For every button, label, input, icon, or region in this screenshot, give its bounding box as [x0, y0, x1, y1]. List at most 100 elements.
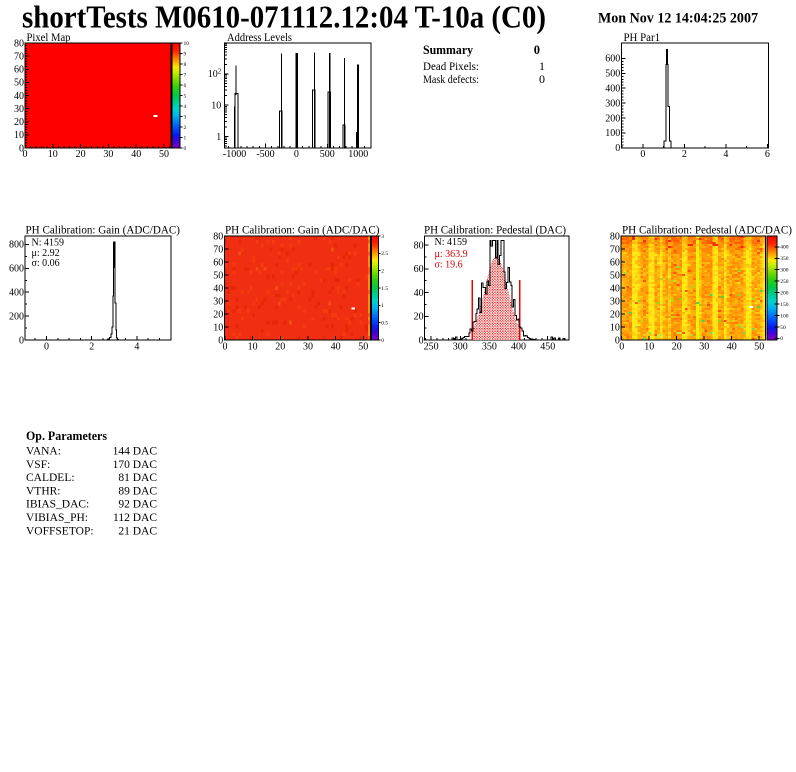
svg-text:1.5: 1.5	[381, 286, 388, 292]
svg-text:N: 4159: N: 4159	[435, 237, 468, 248]
svg-text:200: 200	[780, 290, 789, 296]
svg-text:40: 40	[414, 288, 424, 299]
svg-text:Dead Pixels:: Dead Pixels:	[423, 59, 479, 73]
svg-text:5: 5	[184, 93, 187, 99]
svg-text:30: 30	[14, 104, 24, 115]
svg-text:VTHR:: VTHR:	[26, 485, 61, 497]
svg-text:50: 50	[754, 342, 764, 353]
svg-text:80: 80	[610, 231, 620, 242]
svg-text:112 DAC: 112 DAC	[113, 512, 157, 524]
svg-text:2: 2	[89, 342, 94, 353]
svg-text:250: 250	[780, 279, 789, 285]
svg-text:500: 500	[320, 149, 335, 160]
svg-text:1: 1	[216, 132, 221, 143]
svg-text:200: 200	[605, 113, 620, 124]
svg-text:10: 10	[184, 41, 190, 47]
svg-text:Mask defects:: Mask defects:	[423, 72, 479, 86]
svg-text:VOFFSETOP:: VOFFSETOP:	[26, 525, 94, 537]
svg-text:PH Calibration: Gain (ADC/DAC): PH Calibration: Gain (ADC/DAC)	[225, 225, 380, 237]
svg-text:10: 10	[213, 322, 223, 333]
svg-text:μ: 363.9: μ: 363.9	[435, 249, 468, 260]
svg-text:30: 30	[699, 342, 709, 353]
svg-text:0.5: 0.5	[381, 320, 388, 326]
svg-text:250: 250	[424, 342, 439, 353]
svg-text:PH Par1: PH Par1	[624, 32, 661, 44]
svg-text:0: 0	[640, 149, 645, 160]
svg-text:0: 0	[780, 336, 783, 342]
svg-text:10: 10	[211, 101, 221, 112]
svg-text:1000: 1000	[348, 149, 368, 160]
svg-text:40: 40	[14, 91, 24, 102]
svg-text:40: 40	[727, 342, 737, 353]
svg-text:IBIAS_DAC:: IBIAS_DAC:	[26, 499, 89, 511]
svg-text:0: 0	[615, 335, 620, 346]
svg-text:3: 3	[381, 234, 384, 240]
svg-text:50: 50	[14, 78, 24, 89]
svg-text:10: 10	[48, 149, 58, 160]
svg-text:800: 800	[9, 240, 24, 251]
svg-text:80: 80	[414, 240, 424, 251]
svg-text:shortTests M0610-071112.12:04: shortTests M0610-071112.12:04 T-10a (C0)	[22, 0, 546, 35]
svg-text:10: 10	[14, 130, 24, 141]
svg-text:200: 200	[9, 311, 24, 322]
svg-text:0: 0	[218, 335, 223, 346]
svg-text:100: 100	[605, 128, 620, 139]
svg-text:7: 7	[184, 72, 187, 78]
svg-text:VIBIAS_PH:: VIBIAS_PH:	[26, 512, 88, 524]
svg-text:0: 0	[223, 342, 228, 353]
svg-text:Op. Parameters: Op. Parameters	[26, 429, 107, 443]
svg-text:4: 4	[723, 149, 728, 160]
svg-text:70: 70	[14, 51, 24, 62]
svg-text:300: 300	[780, 268, 789, 274]
svg-text:50: 50	[159, 149, 169, 160]
svg-text:40: 40	[213, 283, 223, 294]
svg-text:0: 0	[294, 149, 299, 160]
svg-text:PH Calibration: Pedestal (ADC/: PH Calibration: Pedestal (ADC/DAC)	[622, 225, 792, 237]
svg-text:30: 30	[303, 342, 313, 353]
svg-text:80: 80	[213, 231, 223, 242]
svg-text:2: 2	[184, 125, 187, 131]
svg-text:21 DAC: 21 DAC	[118, 525, 157, 537]
svg-text:10: 10	[610, 322, 620, 333]
svg-text:3: 3	[184, 114, 187, 120]
svg-text:PH Calibration: Gain (ADC/DAC): PH Calibration: Gain (ADC/DAC)	[26, 225, 181, 237]
svg-text:170 DAC: 170 DAC	[113, 459, 158, 471]
svg-text:-1000: -1000	[223, 149, 246, 160]
svg-text:350: 350	[482, 342, 497, 353]
svg-text:20: 20	[672, 342, 682, 353]
svg-text:150: 150	[780, 302, 789, 308]
svg-text:40: 40	[131, 149, 141, 160]
svg-text:1: 1	[184, 135, 187, 141]
svg-text:Mon Nov 12 14:04:25 2007: Mon Nov 12 14:04:25 2007	[598, 11, 758, 27]
svg-text:0: 0	[419, 335, 424, 346]
svg-text:40: 40	[610, 283, 620, 294]
svg-text:50: 50	[610, 270, 620, 281]
svg-text:40: 40	[331, 342, 341, 353]
svg-text:VANA:: VANA:	[26, 446, 61, 458]
svg-text:89 DAC: 89 DAC	[118, 485, 157, 497]
svg-text:300: 300	[453, 342, 468, 353]
svg-text:20: 20	[213, 309, 223, 320]
svg-text:60: 60	[610, 257, 620, 268]
svg-text:1: 1	[539, 59, 545, 73]
svg-text:2: 2	[682, 149, 687, 160]
svg-text:30: 30	[103, 149, 113, 160]
svg-text:N: 4159: N: 4159	[32, 238, 65, 249]
svg-text:-500: -500	[256, 149, 274, 160]
svg-text:600: 600	[9, 264, 24, 275]
svg-text:70: 70	[213, 244, 223, 255]
svg-text:0: 0	[44, 342, 49, 353]
svg-text:600: 600	[605, 54, 620, 65]
svg-text:60: 60	[414, 264, 424, 275]
svg-text:102: 102	[208, 68, 222, 81]
svg-text:PH Calibration: Pedestal (DAC): PH Calibration: Pedestal (DAC)	[424, 225, 566, 237]
svg-text:60: 60	[14, 65, 24, 76]
svg-text:50: 50	[358, 342, 368, 353]
svg-text:400: 400	[780, 245, 789, 251]
svg-text:100: 100	[780, 313, 789, 319]
svg-text:VSF:: VSF:	[26, 459, 50, 471]
svg-text:σ: 0.06: σ: 0.06	[32, 258, 60, 269]
svg-text:20: 20	[14, 117, 24, 128]
svg-text:σ: 19.6: σ: 19.6	[435, 260, 463, 271]
svg-text:0: 0	[19, 143, 24, 154]
